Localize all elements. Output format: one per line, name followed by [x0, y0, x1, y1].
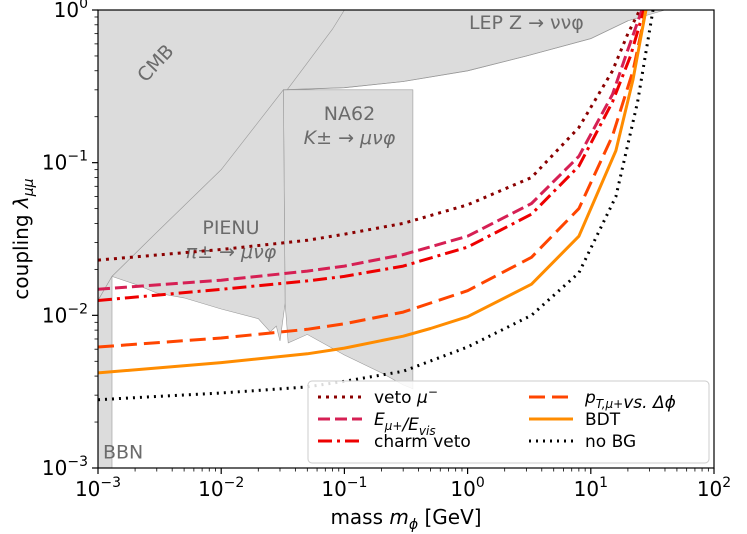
legend-label-2: charm veto — [374, 432, 471, 452]
tick-base: 10 — [75, 477, 100, 501]
excluded-region-2 — [283, 89, 414, 390]
region-label-2: NA62 K± → μνφ — [304, 103, 396, 149]
tick-base: 10 — [42, 151, 67, 175]
x-tick-label: 100 — [450, 475, 484, 501]
region-label-line: NA62 — [324, 103, 375, 125]
lep-boundary — [283, 20, 629, 91]
region-label-4: BBN — [103, 442, 143, 464]
x-tick-label: 10−3 — [75, 475, 121, 501]
x-tick-label: 101 — [574, 475, 608, 501]
tick-exponent: −3 — [100, 475, 121, 491]
legend-label-0: veto μ− — [374, 385, 438, 408]
series-line-3 — [98, 10, 648, 349]
tick-exponent: 1 — [599, 475, 608, 491]
y-tick-label: 10−3 — [42, 454, 88, 480]
tick-exponent: −1 — [347, 475, 368, 491]
tick-base: 10 — [697, 477, 722, 501]
tick-base: 10 — [574, 477, 599, 501]
series-line-0 — [98, 10, 642, 262]
region-label-line: π± → μνφ — [186, 241, 277, 263]
tick-base: 10 — [42, 456, 67, 480]
y-tick-label: 10−2 — [42, 301, 88, 327]
x-axis-ticks: 10−3 10−2 10−1 100 101 102 — [75, 468, 731, 501]
y-axis-label: coupling λμμ — [9, 178, 37, 299]
plot-frame — [97, 9, 715, 469]
tick-exponent: −3 — [67, 454, 88, 470]
series-lines — [98, 10, 655, 402]
legend-label-5: no BG — [585, 432, 636, 452]
region-label-line: PIENU — [202, 217, 259, 239]
legend-label-4: BDT — [585, 410, 621, 430]
tick-base: 10 — [198, 477, 223, 501]
series-line-1 — [98, 10, 644, 291]
legend-label-3: pT,μ+vs. Δϕ — [584, 388, 676, 413]
x-axis-label: mass mϕ [GeV] — [330, 505, 481, 533]
legend-box — [307, 380, 710, 464]
region-label-line: BBN — [103, 442, 143, 464]
tick-exponent: −1 — [67, 149, 88, 165]
series-line-2 — [98, 10, 646, 302]
tick-exponent: 2 — [722, 475, 731, 491]
tick-base: 10 — [42, 303, 67, 327]
x-tick-label: 102 — [697, 475, 731, 501]
tick-base: 10 — [450, 477, 475, 501]
legend-label-1: Eμ+/Evis — [374, 410, 436, 438]
series-line-4 — [98, 10, 648, 375]
tick-exponent: −2 — [224, 475, 245, 491]
region-label-line: K± → μνφ — [304, 127, 396, 149]
tick-base: 10 — [321, 477, 346, 501]
x-tick-label: 10−1 — [321, 475, 367, 501]
tick-exponent: −2 — [67, 301, 88, 317]
tick-exponent: 0 — [476, 475, 485, 491]
excluded-regions — [98, 10, 666, 468]
region-label-line: LEP Z → ννφ — [469, 12, 584, 34]
y-tick-label: 10−1 — [42, 149, 88, 175]
tick-exponent: 0 — [79, 0, 88, 12]
region-label-3: PIENU π± → μνφ — [186, 217, 277, 263]
region-label-0: LEP Z → ννφ — [469, 12, 584, 34]
tick-base: 10 — [54, 0, 79, 22]
x-tick-label: 10−2 — [198, 475, 244, 501]
y-tick-label: 100 — [54, 0, 88, 22]
